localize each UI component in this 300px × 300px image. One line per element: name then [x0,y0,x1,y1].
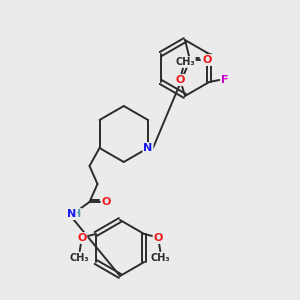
Text: O: O [175,75,185,85]
Text: O: O [102,197,111,207]
Text: N: N [143,143,153,153]
Text: CH₃: CH₃ [70,253,90,263]
Text: F: F [221,75,229,85]
Text: N: N [67,209,76,219]
Text: CH₃: CH₃ [150,253,170,263]
Text: O: O [154,233,163,243]
Text: H: H [72,209,81,219]
Text: O: O [202,55,212,65]
Text: CH₃: CH₃ [175,57,195,67]
Text: O: O [77,233,86,243]
